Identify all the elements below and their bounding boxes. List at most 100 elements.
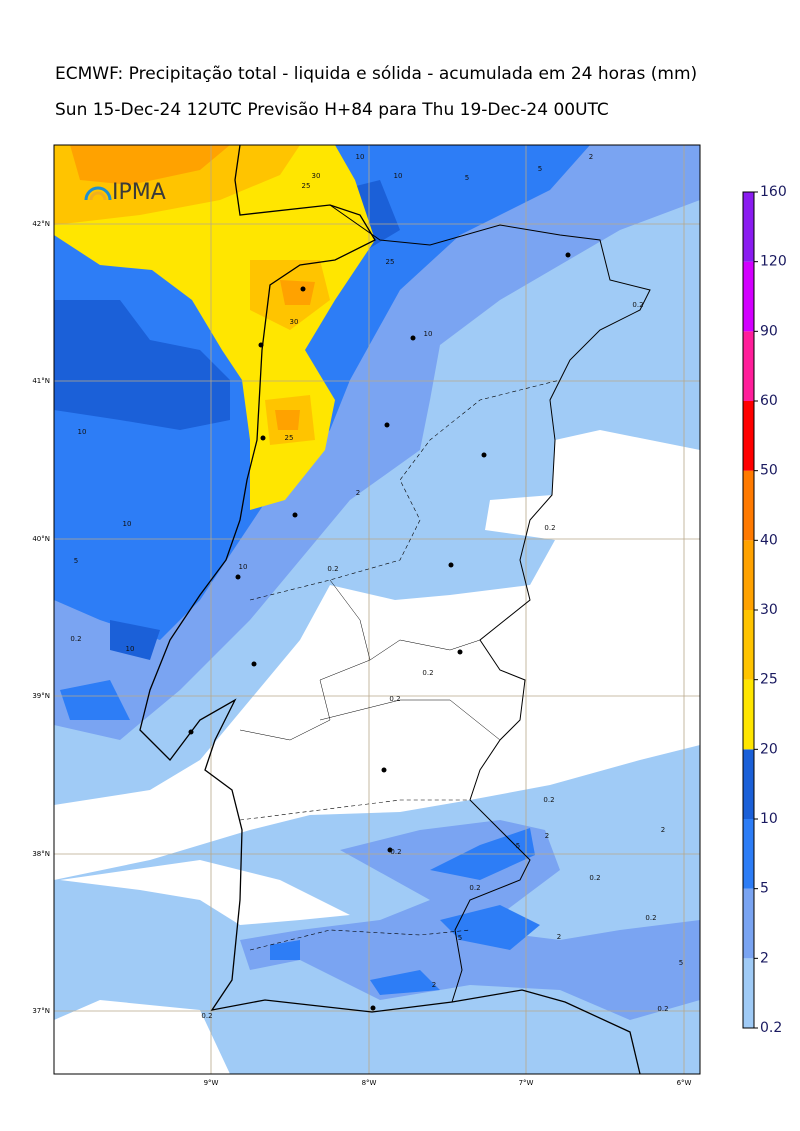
- contour-label: 10: [356, 153, 365, 161]
- city: [235, 574, 241, 580]
- colorbar-segment: [743, 401, 754, 471]
- title: ECMWF: Precipitação total - liquida e só…: [55, 64, 697, 84]
- colorbar-segment: [743, 331, 754, 401]
- border: [329, 204, 651, 1003]
- lat-label: 38°N: [32, 850, 50, 858]
- colorbar-label: 0.2: [760, 1020, 782, 1036]
- contour-label: 10: [394, 172, 403, 180]
- city: [481, 452, 487, 458]
- contour-label: 0.2: [645, 914, 656, 922]
- lon-label: 6°W: [677, 1079, 692, 1087]
- colorbar-label: 60: [760, 393, 778, 409]
- logo-text: IPMA: [112, 180, 166, 205]
- precip-area: [54, 180, 400, 660]
- colorbar-label: 30: [760, 602, 778, 618]
- contour-label: 10: [123, 520, 132, 528]
- colorbar-segment: [743, 470, 754, 541]
- map-frame: [53, 144, 701, 1075]
- logo-arc: [89, 191, 107, 201]
- city: [251, 661, 257, 667]
- colorbar-label: 5: [760, 881, 769, 897]
- lat-label: 39°N: [32, 692, 50, 700]
- colorbar-label: 20: [760, 741, 778, 757]
- dry-area: [60, 860, 350, 925]
- map-area: 10 30 25 10 5 5 2 25 0.2 30 10 10 25 2 1…: [54, 145, 700, 1074]
- city: [258, 342, 264, 348]
- contour-label: 5: [465, 174, 469, 182]
- contour-label: 25: [302, 182, 311, 190]
- contour-label: 10: [424, 330, 433, 338]
- contour-label: 30: [312, 172, 321, 180]
- colorbar-label: 2: [760, 950, 769, 966]
- lon-label: 7°W: [519, 1079, 534, 1087]
- colorbar-segment: [743, 888, 754, 959]
- precip-area: [70, 145, 315, 430]
- contour-label: 0.2: [589, 874, 600, 882]
- city: [300, 286, 306, 292]
- lon-label: 8°W: [362, 1079, 377, 1087]
- contour-labels: 10 30 25 10 5 5 2 25 0.2 30 10 10 25 2 1…: [70, 153, 683, 1020]
- precip-area: [60, 680, 540, 995]
- contour-label: 30: [290, 318, 299, 326]
- colorbar-label: 25: [760, 672, 778, 688]
- city: [188, 729, 194, 735]
- dry-area: [54, 1000, 230, 1074]
- colorbar-segment: [743, 819, 754, 889]
- lat-label: 41°N: [32, 377, 50, 385]
- colorbar-label: 50: [760, 463, 778, 479]
- contour-label: 10: [78, 428, 87, 436]
- colorbar-label: 90: [760, 323, 778, 339]
- city: [457, 649, 463, 655]
- city: [292, 512, 298, 518]
- colorbar-label: 160: [760, 184, 787, 200]
- logo-arc: [84, 186, 112, 201]
- lon-label: 9°W: [204, 1079, 219, 1087]
- contour-label: 0.2: [389, 695, 400, 703]
- city: [565, 252, 571, 258]
- colorbar-segment: [743, 749, 754, 819]
- colorbar-label: 120: [760, 254, 787, 270]
- city: [370, 1005, 376, 1011]
- contour-label: 2: [545, 832, 549, 840]
- contour-label: 2: [432, 981, 436, 989]
- lat-label: 37°N: [32, 1007, 50, 1015]
- contour-label: 0.2: [632, 301, 643, 309]
- contour-label: 2: [557, 933, 561, 941]
- colorbar-label: 10: [760, 811, 778, 827]
- contour-label: 0.2: [422, 669, 433, 677]
- contour-label: 0.2: [390, 848, 401, 856]
- contour-label: 10: [126, 645, 135, 653]
- contour-label: 5: [516, 842, 520, 850]
- contour-label: 2: [589, 153, 593, 161]
- contour-label: 5: [538, 165, 542, 173]
- contour-label: 5: [679, 959, 683, 967]
- lat-label: 42°N: [32, 220, 50, 228]
- contour-label: 5: [458, 934, 462, 942]
- contour-label: 25: [285, 434, 294, 442]
- contour-label: 0.2: [201, 1012, 212, 1020]
- colorbar-segment: [743, 261, 754, 332]
- subtitle: Sun 15-Dec-24 12UTC Previsão H+84 para T…: [55, 100, 609, 120]
- logo: IPMA: [84, 180, 166, 205]
- colorbar-segment: [743, 192, 754, 262]
- contour-label: 0.2: [543, 796, 554, 804]
- colorbar-segment: [743, 679, 754, 750]
- contour-label: 10: [239, 563, 248, 571]
- city: [448, 562, 454, 568]
- city: [381, 767, 387, 773]
- cities: [188, 252, 571, 1011]
- colorbar-segment: [743, 540, 754, 610]
- city: [260, 435, 266, 441]
- contour-label: 2: [661, 826, 665, 834]
- contour-label: 2: [356, 489, 360, 497]
- colorbar-segment: [743, 958, 754, 1028]
- district-border: [239, 379, 561, 951]
- city: [384, 422, 390, 428]
- precip-area: [54, 745, 700, 1074]
- city: [387, 847, 393, 853]
- contour-label: 0.2: [544, 524, 555, 532]
- lat-label: 40°N: [32, 535, 50, 543]
- region-border: [239, 579, 501, 741]
